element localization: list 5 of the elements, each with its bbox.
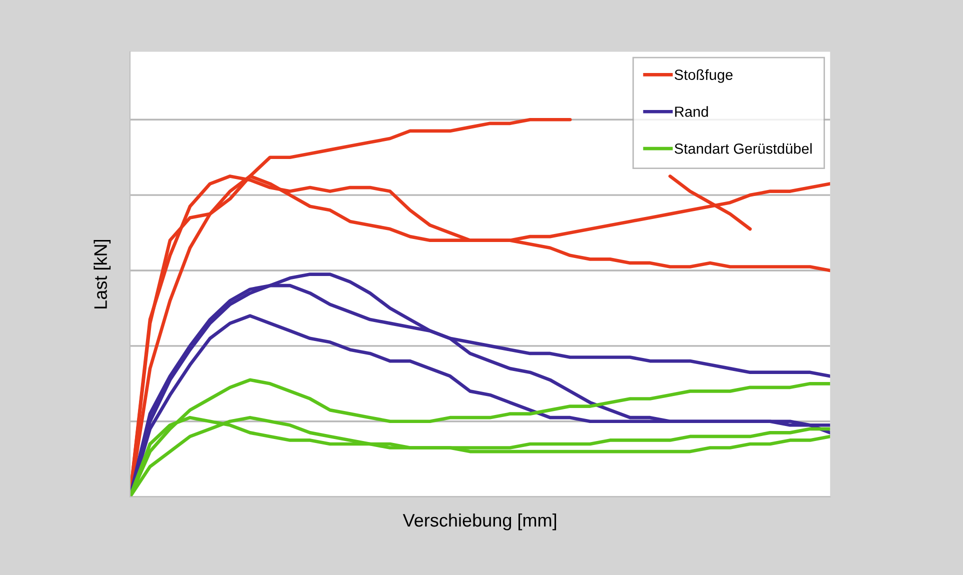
legend-label: Stoßfuge: [674, 69, 733, 83]
x-axis-title: Verschiebung [mm]: [402, 513, 556, 530]
y-axis-title: Last [kN]: [94, 240, 111, 308]
legend-label: Rand: [675, 106, 708, 117]
legend-label: Standart Gerüstdübel: [674, 143, 812, 154]
